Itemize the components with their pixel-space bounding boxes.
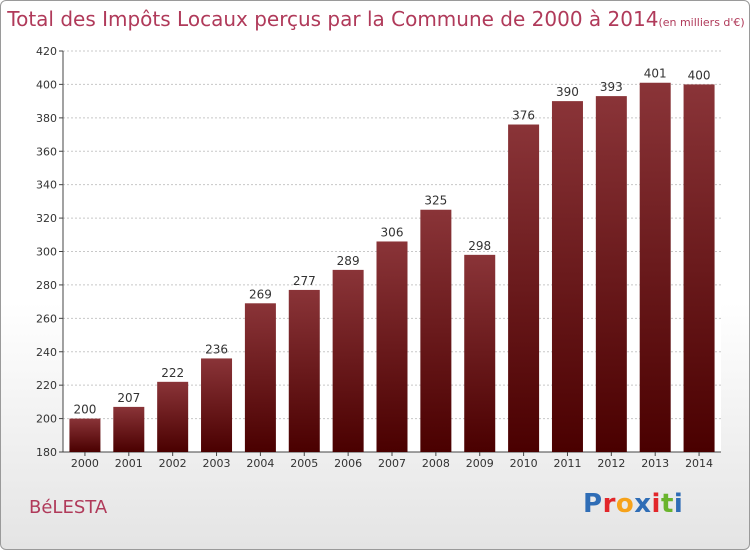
data-label-2010: 376 xyxy=(512,109,535,123)
bar-2009 xyxy=(464,254,496,452)
x-tick-label-2000: 2000 xyxy=(71,457,99,470)
data-label-2008: 325 xyxy=(424,194,447,208)
x-tick-label-2007: 2007 xyxy=(378,457,406,470)
data-label-2005: 277 xyxy=(293,274,316,288)
y-tick-label: 240 xyxy=(36,346,57,359)
bar-2008 xyxy=(420,209,452,452)
bar-2001 xyxy=(113,406,145,452)
x-tick-label-2008: 2008 xyxy=(422,457,450,470)
proxiti-logo: Proxiti xyxy=(583,489,683,519)
bar-2003 xyxy=(201,358,233,452)
bar-2002 xyxy=(157,381,189,452)
y-tick-label: 280 xyxy=(36,279,57,292)
y-tick-label: 260 xyxy=(36,312,57,325)
x-tick-label-2006: 2006 xyxy=(334,457,362,470)
x-tick-label-2013: 2013 xyxy=(641,457,669,470)
chart-title-text: Total des Impôts Locaux perçus par la Co… xyxy=(7,7,659,31)
bar-2012 xyxy=(595,96,627,453)
data-label-2002: 222 xyxy=(161,366,184,380)
logo-letter: o xyxy=(615,489,635,519)
bar-2011 xyxy=(551,101,583,452)
y-tick-label: 420 xyxy=(36,45,57,58)
commune-name: BéLESTA xyxy=(29,497,108,518)
y-tick-label: 180 xyxy=(36,446,57,459)
logo-letter: t xyxy=(660,489,674,519)
x-tick-label-2014: 2014 xyxy=(685,457,713,470)
logo-letter: i xyxy=(673,489,684,519)
bar-2013 xyxy=(639,82,671,452)
x-tick-label-2011: 2011 xyxy=(553,457,581,470)
logo-letter: x xyxy=(634,489,652,519)
data-label-2007: 306 xyxy=(381,225,404,239)
y-tick-label: 400 xyxy=(36,78,57,91)
y-tick-label: 340 xyxy=(36,179,57,192)
x-tick-label-2003: 2003 xyxy=(203,457,231,470)
data-label-2012: 393 xyxy=(600,80,623,94)
logo-letter: i xyxy=(651,489,661,519)
x-tick-label-2005: 2005 xyxy=(290,457,318,470)
data-label-2011: 390 xyxy=(556,85,579,99)
x-tick-label-2010: 2010 xyxy=(510,457,538,470)
data-label-2006: 289 xyxy=(337,254,360,268)
y-tick-label: 300 xyxy=(36,246,57,259)
y-tick-label: 320 xyxy=(36,212,57,225)
x-tick-label-2002: 2002 xyxy=(159,457,187,470)
y-tick-label: 380 xyxy=(36,112,57,125)
y-tick-label: 200 xyxy=(36,413,57,426)
chart-title: Total des Impôts Locaux perçus par la Co… xyxy=(1,7,749,31)
data-label-2001: 207 xyxy=(117,391,140,405)
data-label-2013: 401 xyxy=(644,67,667,81)
bar-2000 xyxy=(69,418,101,452)
y-tick-label: 360 xyxy=(36,145,57,158)
bar-2007 xyxy=(376,241,408,452)
x-tick-label-2004: 2004 xyxy=(246,457,274,470)
x-tick-label-2009: 2009 xyxy=(466,457,494,470)
data-label-2009: 298 xyxy=(468,239,491,253)
x-tick-label-2012: 2012 xyxy=(597,457,625,470)
bar-2004 xyxy=(244,303,276,452)
data-label-2000: 200 xyxy=(73,403,96,417)
data-label-2003: 236 xyxy=(205,342,228,356)
y-tick-label: 220 xyxy=(36,379,57,392)
logo-letter: P xyxy=(583,489,603,519)
chart-unit: (en milliers d'€) xyxy=(658,16,745,29)
bar-2010 xyxy=(508,124,540,453)
x-tick-label-2001: 2001 xyxy=(115,457,143,470)
bar-2014 xyxy=(683,84,715,453)
logo-letter: r xyxy=(602,489,616,519)
data-label-2014: 400 xyxy=(688,68,711,82)
bar-2005 xyxy=(288,289,320,452)
bar-2006 xyxy=(332,269,364,452)
data-label-2004: 269 xyxy=(249,287,272,301)
